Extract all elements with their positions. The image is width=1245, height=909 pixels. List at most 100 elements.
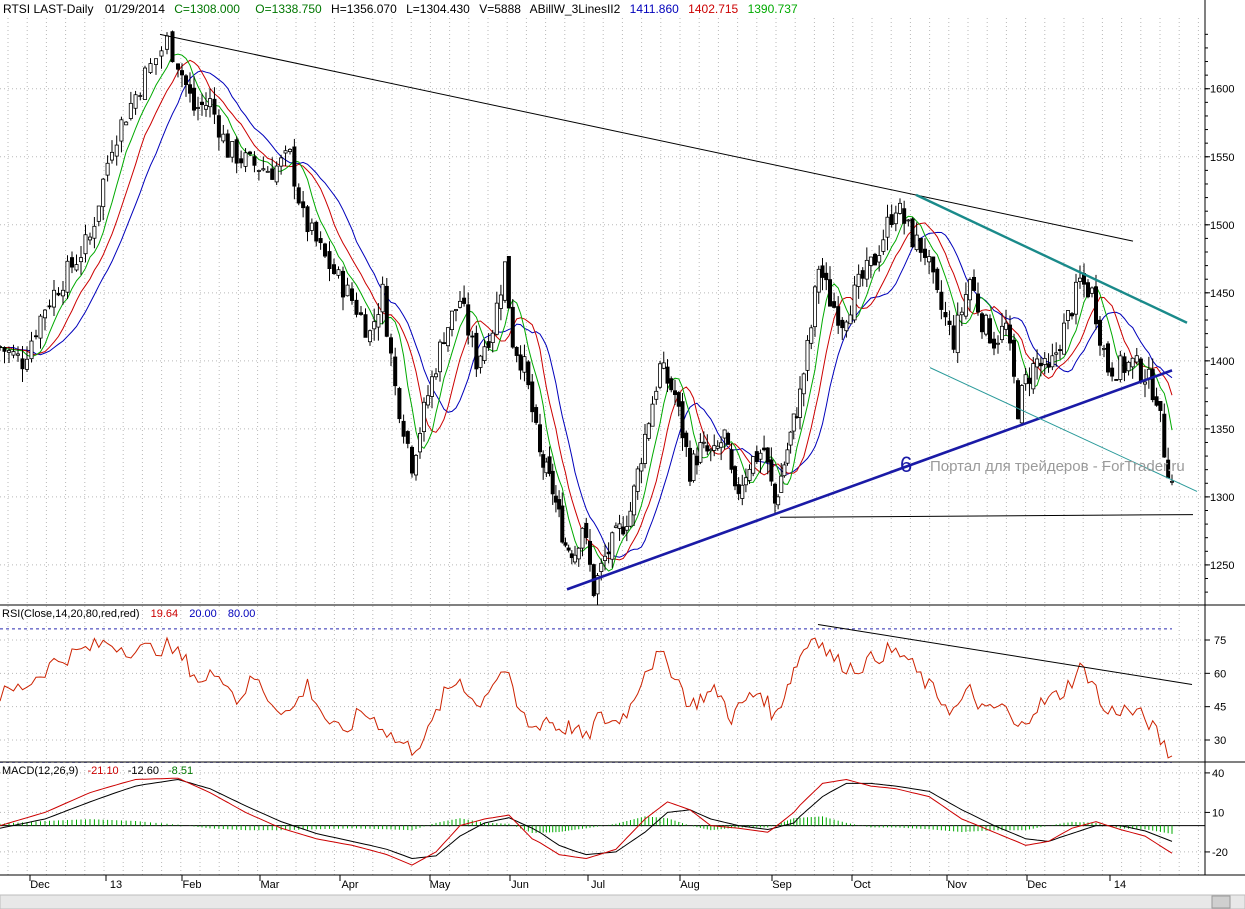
- candle-body: [314, 221, 319, 242]
- candle-body: [931, 256, 936, 273]
- candle-body: [287, 148, 292, 153]
- candle-body: [580, 527, 585, 549]
- candle-body: [910, 218, 915, 248]
- candle-body: [510, 306, 515, 348]
- candle-body: [354, 299, 359, 315]
- candle-body: [673, 390, 678, 396]
- rsi-tick-label: 60: [1214, 668, 1226, 680]
- candle-body: [372, 321, 377, 330]
- candle-body: [820, 265, 825, 278]
- indicator-value-3: 1390.737: [748, 2, 798, 16]
- grid-layer: [0, 18, 1205, 875]
- time-tick-label: Dec: [1027, 879, 1047, 891]
- candle-body: [470, 335, 475, 338]
- rsi-tick-label: 45: [1214, 702, 1226, 714]
- candle-body: [632, 485, 637, 516]
- candle-body: [309, 222, 314, 231]
- macd-signal-line: [0, 778, 1173, 860]
- trendline-upper-resistance: [159, 33, 1134, 242]
- price-tick-label: 1250: [1210, 560, 1234, 572]
- price-tick-label: 1500: [1210, 220, 1234, 232]
- candle-body: [363, 314, 368, 338]
- candle-body: [976, 293, 981, 313]
- candle-body: [133, 94, 138, 109]
- candle-body: [119, 119, 124, 142]
- candle-body: [327, 251, 332, 269]
- candle-body: [433, 373, 438, 378]
- scrollbar-thumb[interactable]: [1211, 895, 1231, 909]
- candle-body: [1150, 369, 1155, 401]
- price-tick-label: 1400: [1210, 356, 1234, 368]
- candle-body: [1162, 413, 1167, 458]
- candle-body: [824, 272, 829, 281]
- candle-body: [331, 264, 336, 275]
- candle-body: [860, 270, 865, 279]
- candle-body: [1094, 286, 1099, 325]
- candle-body: [52, 289, 57, 308]
- candle-body: [83, 234, 88, 255]
- candle-body: [639, 463, 644, 472]
- candles-layer: [0, 30, 1175, 605]
- candle-body: [844, 321, 849, 332]
- candle-body: [848, 314, 853, 325]
- candle-body: [437, 341, 442, 373]
- candle-body: [715, 445, 720, 449]
- candle-body: [239, 158, 244, 164]
- candle-body: [221, 133, 226, 142]
- candle-body: [207, 98, 212, 108]
- horizontal-scrollbar[interactable]: [0, 894, 1245, 909]
- candle-body: [243, 152, 248, 167]
- candle-body: [1138, 358, 1143, 383]
- rsi-layer: [0, 623, 1193, 759]
- macd-signal-value: -12.60: [128, 765, 159, 777]
- candle-body: [1000, 325, 1005, 341]
- rsi-high-level: 80.00: [228, 608, 256, 620]
- candle-body: [560, 505, 565, 543]
- time-tick-label: Nov: [947, 879, 967, 891]
- indicator-name: ABillW_3LinesII2: [530, 2, 621, 16]
- time-tick-label: Dec: [30, 879, 50, 891]
- candle-body: [927, 256, 932, 263]
- candle-body: [1114, 379, 1119, 381]
- candle-body: [996, 342, 1001, 345]
- candle-body: [96, 205, 101, 222]
- time-tick-label: 13: [110, 879, 122, 891]
- candle-body: [191, 87, 196, 111]
- candle-body: [1122, 356, 1127, 373]
- candle-body: [785, 449, 790, 464]
- candle-body: [195, 107, 200, 109]
- candle-body: [11, 351, 16, 356]
- candle-body: [643, 433, 648, 464]
- candle-body: [943, 311, 948, 318]
- candle-body: [92, 225, 97, 239]
- candle-body: [65, 260, 70, 293]
- candle-body: [1086, 282, 1091, 298]
- candle-body: [292, 146, 297, 187]
- candle-body: [318, 238, 323, 244]
- time-tick-label: Jul: [591, 879, 605, 891]
- candle-body: [947, 320, 952, 325]
- candle-body: [988, 318, 993, 344]
- candle-body: [322, 243, 327, 257]
- candle-body: [261, 168, 266, 171]
- candle-body: [708, 448, 713, 452]
- candle-body: [502, 261, 507, 301]
- candle-body: [889, 214, 894, 226]
- candle-body: [606, 551, 611, 555]
- candle-body: [544, 461, 549, 474]
- candle-body: [610, 532, 615, 560]
- candle-body: [409, 446, 414, 474]
- candle-body: [726, 433, 731, 445]
- candle-body: [701, 441, 706, 444]
- candle-body: [621, 526, 626, 535]
- axes-layer: 1250 1300 1350 1400 1450 1500 1550 1600 30 45 60 75…: [29, 33, 1234, 891]
- candle-body: [349, 288, 354, 301]
- candle-body: [798, 388, 803, 418]
- rsi-tick-label: 30: [1214, 735, 1226, 747]
- candle-body: [187, 84, 192, 94]
- candle-body: [836, 306, 841, 326]
- candle-body: [142, 67, 147, 100]
- candle-body: [124, 121, 129, 126]
- candle-body: [425, 395, 430, 406]
